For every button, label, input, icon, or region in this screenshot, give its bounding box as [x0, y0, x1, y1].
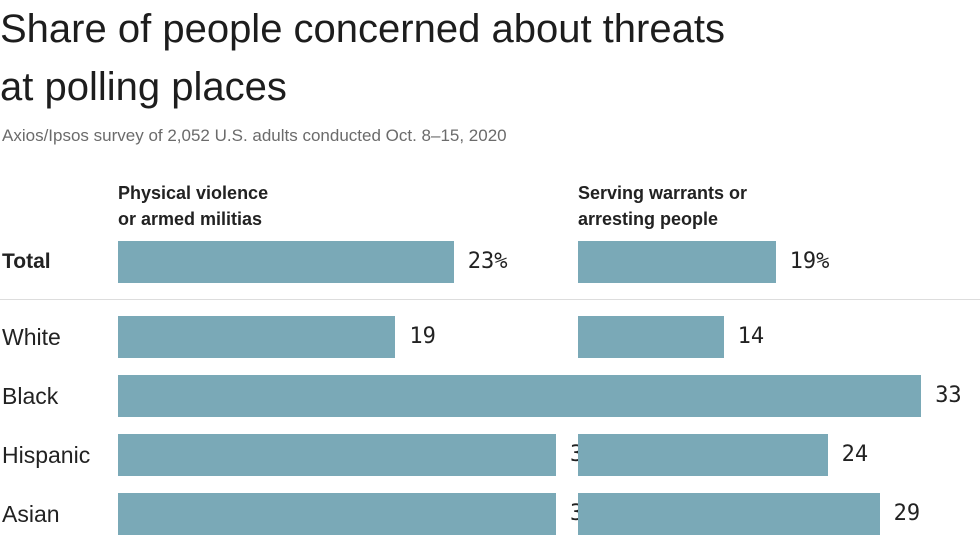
row-label-white: White	[2, 324, 61, 350]
value-label-warrants-hispanic: 24	[841, 442, 869, 467]
bar-warrants-black	[578, 375, 922, 417]
value-label-violence-total: 23%	[467, 249, 508, 274]
panel-heading-violence: Physical violence or armed militias	[118, 183, 269, 229]
value-label-warrants-total: 19%	[789, 249, 830, 274]
bar-warrants-asian	[578, 493, 880, 535]
panel-heading-warrants: Serving warrants or arresting people	[578, 183, 748, 229]
bar-violence-total	[118, 241, 454, 283]
row-label-total: Total	[2, 250, 51, 273]
bar-warrants-hispanic	[578, 434, 828, 476]
bar-violence-black	[118, 375, 586, 417]
chart-subtitle: Axios/Ipsos survey of 2,052 U.S. adults …	[2, 126, 507, 145]
bar-warrants-white	[578, 316, 724, 358]
value-label-warrants-white: 14	[737, 324, 765, 349]
bar-violence-asian	[118, 493, 556, 535]
value-label-warrants-black: 33	[935, 383, 962, 408]
bar-violence-white	[118, 316, 396, 358]
chart-title: Share of people concerned about threats …	[0, 7, 725, 109]
row-label-hispanic: Hispanic	[2, 442, 91, 468]
row-label-asian: Asian	[2, 501, 60, 527]
total-divider	[0, 299, 980, 300]
row-label-black: Black	[2, 383, 59, 409]
value-label-violence-white: 19	[409, 324, 436, 349]
bar-warrants-total	[578, 241, 776, 283]
value-label-warrants-asian: 29	[893, 501, 921, 526]
bar-violence-hispanic	[118, 434, 556, 476]
